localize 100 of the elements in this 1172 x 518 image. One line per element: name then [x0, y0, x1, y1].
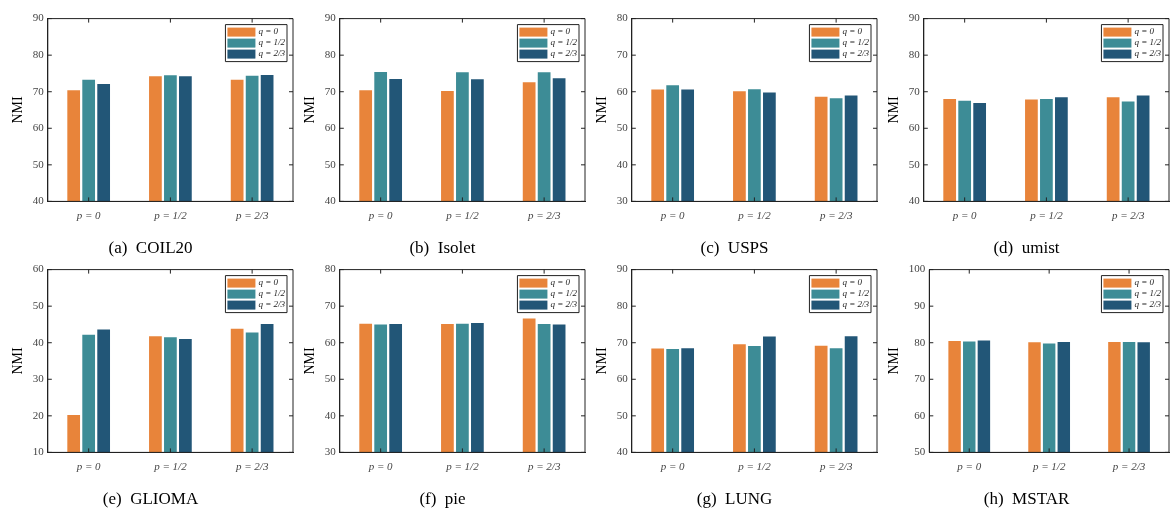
y-axis-title: NMI — [302, 96, 318, 124]
legend-label: q = 2/3 — [550, 299, 578, 310]
x-tick-label: p = 0 — [659, 459, 686, 472]
y-tick-label: 70 — [914, 372, 926, 385]
x-tick-label: p = 1/2 — [737, 208, 772, 221]
y-tick-label: 60 — [32, 262, 45, 275]
legend-label: q = 2/3 — [842, 48, 870, 59]
x-tick-label: p = 0 — [367, 459, 394, 472]
y-tick-label: 30 — [616, 194, 629, 207]
x-tick-label: p = 1/2 — [445, 208, 480, 221]
y-tick-label: 40 — [324, 194, 337, 207]
x-tick-label: p = 0 — [951, 208, 978, 221]
text: (h) MSTAR — [983, 489, 1070, 509]
legend-label: q = 0 — [258, 26, 279, 37]
y-tick-label: 50 — [908, 157, 921, 170]
y-tick-label: 30 — [324, 445, 337, 458]
y-tick-label: 20 — [32, 408, 45, 421]
y-tick-label: 50 — [616, 121, 629, 134]
y-tick-label: 90 — [616, 262, 629, 275]
y-tick-label: 100 — [908, 262, 926, 275]
x-tick-label: p = 0 — [367, 208, 394, 221]
y-tick-label: 90 — [908, 11, 921, 24]
y-tick-label: 60 — [914, 408, 926, 421]
y-tick-label: 50 — [616, 408, 629, 421]
text: (b) Isolet — [409, 238, 476, 258]
y-axis-title: NMI — [10, 347, 26, 375]
legend-label: q = 0 — [1134, 26, 1155, 37]
legend-label: q = 1/2 — [842, 37, 870, 48]
legend-label: q = 0 — [550, 277, 571, 288]
text: (d) umist — [993, 238, 1060, 258]
legend-label: q = 1/2 — [842, 288, 870, 299]
legend-label: q = 0 — [842, 277, 863, 288]
y-tick-label: 30 — [32, 372, 45, 385]
x-tick-label: p = 2/3 — [818, 208, 853, 221]
x-tick-label: p = 2/3 — [234, 459, 269, 472]
y-tick-label: 70 — [32, 84, 45, 97]
y-axis-title: NMI — [302, 347, 318, 375]
y-tick-label: 80 — [616, 11, 629, 24]
y-tick-label: 60 — [324, 121, 337, 134]
x-tick-label: p = 1/2 — [153, 208, 188, 221]
y-axis-title: NMI — [886, 96, 902, 124]
x-tick-label: p = 2/3 — [234, 208, 269, 221]
y-tick-label: 90 — [324, 11, 337, 24]
y-tick-label: 90 — [32, 11, 45, 24]
y-tick-label: 70 — [324, 84, 337, 97]
y-tick-label: 40 — [908, 194, 921, 207]
y-axis-title: NMI — [886, 347, 902, 375]
legend-label: q = 1/2 — [550, 288, 578, 299]
x-tick-label: p = 1/2 — [737, 459, 772, 472]
y-axis-title: NMI — [10, 96, 26, 124]
y-axis-title: NMI — [594, 347, 610, 375]
x-tick-label: p = 1/2 — [1029, 208, 1064, 221]
y-tick-label: 60 — [616, 372, 629, 385]
x-tick-label: p = 0 — [75, 459, 102, 472]
x-tick-label: p = 2/3 — [1110, 208, 1145, 221]
y-tick-label: 80 — [32, 48, 45, 61]
y-tick-label: 60 — [32, 121, 45, 134]
text: (g) LUNG — [696, 489, 773, 509]
y-tick-label: 80 — [324, 48, 337, 61]
y-axis-title: NMI — [594, 96, 610, 124]
text: (e) GLIOMA — [102, 489, 199, 509]
x-tick-label: p = 0 — [75, 208, 102, 221]
y-tick-label: 10 — [32, 445, 45, 458]
y-tick-label: 70 — [616, 335, 629, 348]
legend-label: q = 2/3 — [550, 48, 578, 59]
x-tick-label: p = 1/2 — [445, 459, 480, 472]
x-tick-label: p = 2/3 — [526, 208, 561, 221]
y-tick-label: 60 — [616, 84, 629, 97]
legend-label: q = 1/2 — [1134, 288, 1162, 299]
legend-label: q = 1/2 — [258, 288, 286, 299]
legend-label: q = 1/2 — [550, 37, 578, 48]
y-tick-label: 70 — [324, 299, 337, 312]
legend-label: q = 2/3 — [1134, 299, 1162, 310]
legend-label: q = 0 — [258, 277, 279, 288]
y-tick-label: 50 — [914, 445, 926, 458]
y-tick-label: 70 — [908, 84, 921, 97]
y-tick-label: 60 — [908, 121, 921, 134]
legend-label: q = 2/3 — [842, 299, 870, 310]
y-tick-label: 80 — [914, 335, 926, 348]
text: (f) pie — [419, 489, 466, 509]
x-tick-label: p = 2/3 — [526, 459, 561, 472]
legend-label: q = 0 — [1134, 277, 1155, 288]
legend-label: q = 2/3 — [1134, 48, 1162, 59]
legend-label: q = 2/3 — [258, 48, 286, 59]
y-tick-label: 80 — [324, 262, 337, 275]
legend-label: q = 0 — [842, 26, 863, 37]
x-tick-label: p = 0 — [956, 459, 982, 472]
y-tick-label: 40 — [616, 445, 629, 458]
x-tick-label: p = 0 — [659, 208, 686, 221]
y-tick-label: 70 — [616, 48, 629, 61]
y-tick-label: 50 — [32, 299, 45, 312]
x-tick-label: p = 1/2 — [1031, 459, 1066, 472]
y-tick-label: 40 — [32, 194, 45, 207]
y-tick-label: 40 — [616, 157, 629, 170]
y-tick-label: 80 — [908, 48, 921, 61]
legend-label: q = 1/2 — [258, 37, 286, 48]
legend-label: q = 0 — [550, 26, 571, 37]
x-tick-label: p = 2/3 — [818, 459, 853, 472]
y-tick-label: 40 — [324, 408, 337, 421]
y-tick-label: 40 — [32, 335, 45, 348]
